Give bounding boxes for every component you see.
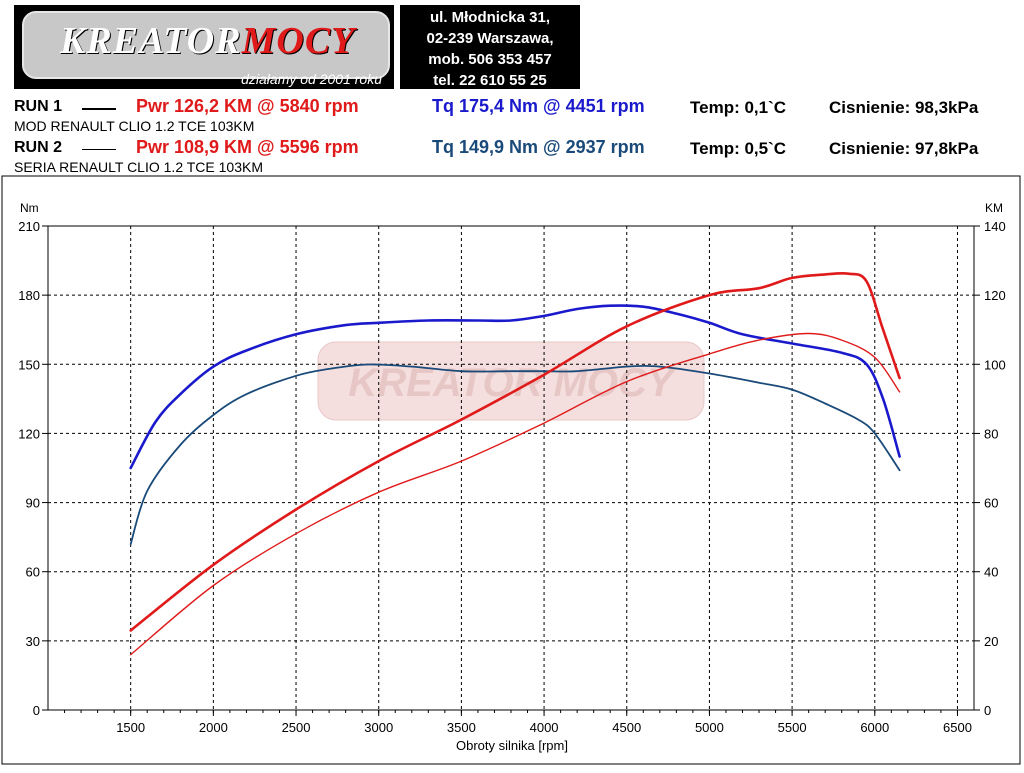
- y-left-tick-label: 180: [18, 288, 40, 303]
- x-tick-label: 4000: [530, 720, 559, 735]
- run1-tq: Tq 175,4 Nm @ 4451 rpm: [432, 96, 645, 116]
- x-tick-label: 4500: [612, 720, 641, 735]
- series-line-tq-run1: [129, 304, 901, 470]
- plot-frame: [47, 225, 975, 711]
- logo-badge: [22, 11, 390, 79]
- y-right-tick-label: 0: [984, 703, 991, 718]
- run2-tq: Tq 149,9 Nm @ 2937 rpm: [432, 137, 645, 157]
- y-axis-label-right: KM: [985, 201, 1003, 215]
- run2-temp: Temp: 0,5`C: [690, 139, 787, 158]
- watermark-badge: [317, 341, 705, 421]
- y-left-tick-label: 0: [33, 703, 40, 718]
- chart-svg: KREATOR MOCY 1500 2000 2500 3000 3500 4000 450…: [1, 175, 1021, 765]
- run1-pwr: Pwr 126,2 KM @ 5840 rpm: [136, 96, 359, 116]
- logo: KREATORMOCY działamy od 2001 roku: [14, 5, 394, 89]
- logo-slogan: działamy od 2001 roku: [241, 71, 382, 87]
- run2-pwr: Pwr 108,9 KM @ 5596 rpm: [136, 137, 359, 157]
- x-tick-label: 5500: [778, 720, 807, 735]
- x-tick-label: 1500: [116, 720, 145, 735]
- watermark-text: KREATOR MOCY: [348, 361, 677, 405]
- y-right-tick-label: 80: [984, 426, 998, 441]
- x-tick-label: 3000: [364, 720, 393, 735]
- y-right-tick-label: 60: [984, 496, 998, 511]
- y-right-tick-label: 120: [984, 288, 1006, 303]
- logo-text: KREATORMOCY: [60, 20, 356, 62]
- address-line: mob. 506 353 457: [428, 51, 552, 68]
- x-tick-label: 5000: [695, 720, 724, 735]
- y-left-tick-label: 60: [26, 565, 40, 580]
- y-right-tick-label: 100: [984, 357, 1006, 372]
- chart-grid: [48, 226, 974, 710]
- run1-pressure: Cisnienie: 98,3kPa: [829, 98, 979, 117]
- run1-label: RUN 1: [14, 98, 63, 115]
- run2-swatch: [82, 149, 116, 150]
- y-axis-label-left: Nm: [20, 201, 39, 215]
- y-right-tick-label: 40: [984, 565, 998, 580]
- address-line: ul. Młodnicka 31,: [429, 9, 551, 26]
- address-line: 02-239 Warszawa,: [426, 30, 554, 47]
- run2-description: SERIA RENAULT CLIO 1.2 TCE 103KM: [14, 159, 263, 175]
- address-block: ul. Młodnicka 31, 02-239 Warszawa, mob. …: [400, 5, 580, 89]
- x-tick-label: 6500: [943, 720, 972, 735]
- series-line-pwr-run2: [130, 332, 901, 656]
- y-right-tick-label: 140: [984, 219, 1006, 234]
- y-right-tick-label: 20: [984, 634, 998, 649]
- y-left-tick-label: 90: [26, 496, 40, 511]
- chart-border: [1, 175, 1021, 765]
- run2-pressure: Cisnienie: 97,8kPa: [829, 139, 979, 158]
- series-line-pwr-run1: [129, 271, 901, 632]
- series-line-tq-run2: [129, 363, 901, 545]
- run1-temp: Temp: 0,1`C: [690, 98, 787, 117]
- address-line: tel. 22 610 55 25: [433, 72, 547, 89]
- x-tick-label: 2500: [282, 720, 311, 735]
- chart-axes: 1500 2000 2500 3000 3500 4000 4500 5000 5500 6000…: [18, 219, 1005, 735]
- x-tick-label: 6000: [860, 720, 889, 735]
- watermark: KREATOR MOCY: [317, 341, 705, 421]
- x-axis-label: Obroty silnika [rpm]: [456, 738, 568, 753]
- run1-swatch: [82, 108, 116, 110]
- y-left-tick-label: 150: [18, 357, 40, 372]
- dyno-chart: KREATOR MOCY 1500 2000 2500 3000 3500 4000 450…: [0, 170, 1024, 768]
- run1-description: MOD RENAULT CLIO 1.2 TCE 103KM: [14, 118, 255, 134]
- y-left-tick-label: 30: [26, 634, 40, 649]
- x-tick-label: 3500: [447, 720, 476, 735]
- x-tick-label: 2000: [199, 720, 228, 735]
- y-left-tick-label: 120: [18, 426, 40, 441]
- y-left-tick-label: 210: [18, 219, 40, 234]
- run2-label: RUN 2: [14, 139, 63, 156]
- chart-series: [129, 271, 901, 656]
